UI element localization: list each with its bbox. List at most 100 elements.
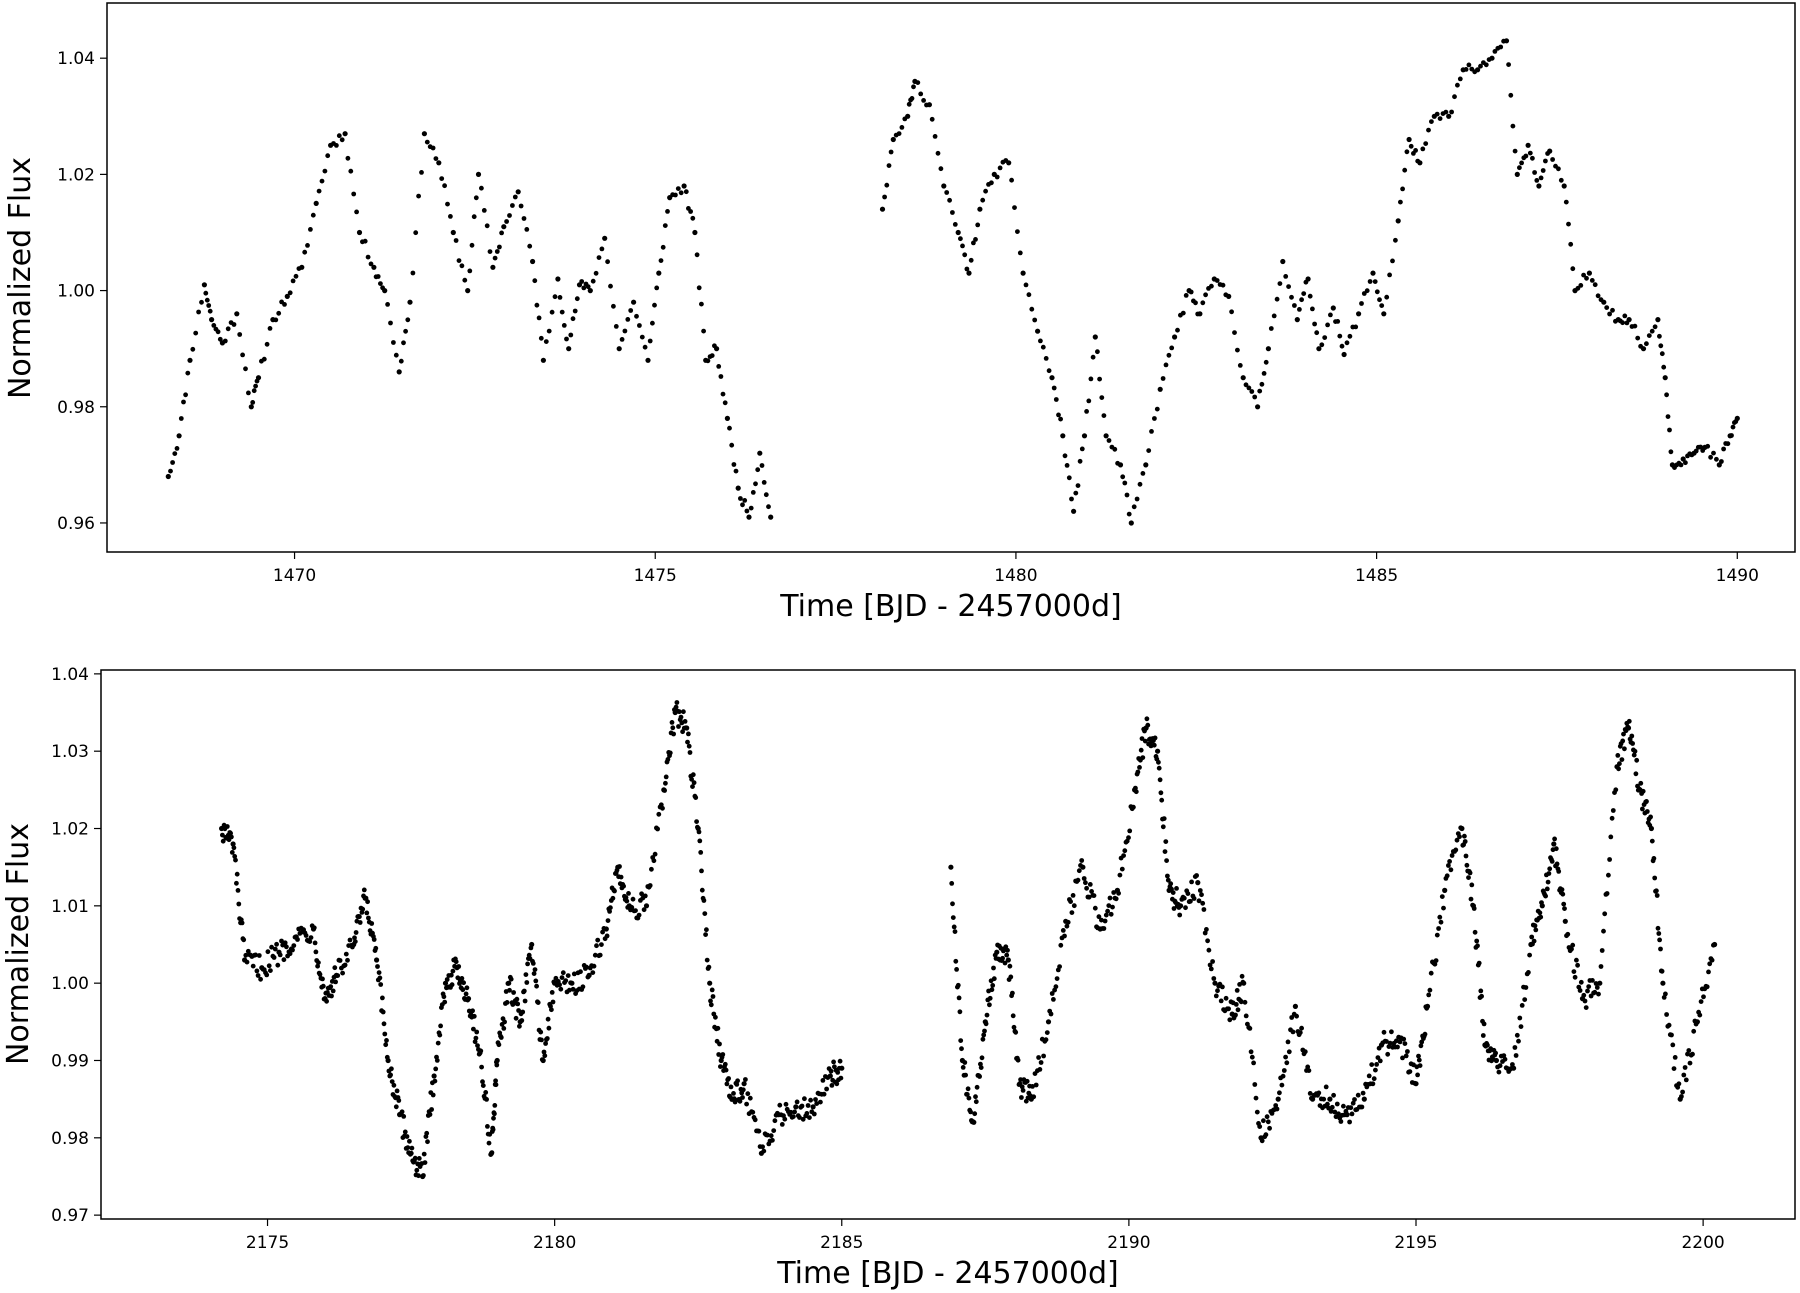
bottom-series-1-marker (470, 1008, 475, 1014)
top-series-2-marker (1604, 305, 1610, 310)
bottom-series-1-marker (424, 1130, 430, 1136)
top-series-2-marker (1325, 322, 1330, 328)
top-series-2-marker (1064, 463, 1070, 468)
top-series-2-marker (1379, 303, 1385, 308)
bottom-series-2-marker (1137, 765, 1142, 770)
bottom-series-2-marker (1682, 1065, 1688, 1070)
top-series-1-marker (527, 243, 533, 249)
top-series-2-marker (1077, 458, 1083, 464)
bottom-series-2-marker (1415, 1072, 1420, 1078)
top-series-1-marker (222, 338, 228, 344)
bottom-series-2-marker (1651, 856, 1657, 861)
bottom-series-2-marker (1561, 901, 1567, 907)
bottom-series-2-marker (1220, 984, 1225, 990)
bottom-series-2-marker (1200, 900, 1206, 906)
top-series-1-marker (755, 467, 761, 473)
bottom-series-2-marker (1690, 1051, 1695, 1057)
top-series-2-marker (1635, 335, 1641, 341)
bottom-series-2-point (1241, 980, 1247, 986)
bottom-series-1-marker (393, 1104, 399, 1110)
top-series-2-marker (1086, 398, 1092, 404)
bottom-series-2-marker (1439, 894, 1445, 899)
bottom-series-2-marker (1283, 1054, 1288, 1060)
top-series-2-marker (1550, 157, 1555, 162)
bottom-series-1-marker (401, 1114, 407, 1119)
bottom-series-2-marker (1261, 1118, 1266, 1124)
bottom-series-1-marker (433, 1066, 439, 1072)
bottom-series-1-marker (320, 983, 326, 989)
bottom-series-1-marker (498, 1035, 504, 1040)
bottom-series-2-marker (1247, 1026, 1253, 1031)
bottom-series-1-marker (663, 780, 668, 786)
top-series-2-point (1157, 386, 1163, 392)
bottom-x-ticks: 2175 2180 2185 2190 2195 2200 (246, 1219, 1725, 1253)
top-series-1-marker (351, 191, 357, 197)
top-series-2-point (1081, 433, 1088, 439)
bottom-series-1-marker (365, 899, 370, 905)
bottom-series-1-marker (279, 938, 284, 944)
bottom-data-points (219, 700, 1718, 1180)
top-series-1-marker (273, 317, 279, 323)
bottom-series-2-marker (1108, 911, 1114, 917)
bottom-series-2-marker (1279, 1082, 1285, 1088)
bottom-series-2-marker (1299, 1025, 1304, 1031)
bottom-series-1-marker (243, 952, 249, 958)
bottom-series-2-marker (1468, 896, 1474, 902)
bottom-series-1-point (529, 941, 535, 948)
bottom-series-1-marker (434, 1058, 440, 1063)
top-series-1-marker (181, 399, 186, 405)
bottom-series-1-point (431, 1073, 437, 1079)
bottom-series-2-marker (1571, 969, 1577, 974)
bottom-series-2-marker (1686, 1048, 1692, 1053)
bottom-series-1-marker (701, 898, 707, 903)
bottom-series-2-marker (1502, 1056, 1508, 1062)
bottom-series-2-marker (1218, 998, 1224, 1004)
top-y-tick-label: 1.04 (57, 49, 95, 69)
top-series-2-marker (1271, 313, 1277, 319)
top-series-2-marker (1292, 303, 1297, 308)
bottom-series-2-marker (1079, 858, 1085, 863)
bottom-series-2-marker (1076, 868, 1082, 874)
top-series-2-marker (1483, 62, 1489, 68)
bottom-series-2-marker (1049, 991, 1055, 996)
bottom-series-2-marker (1253, 1095, 1259, 1101)
top-series-2-marker (1101, 413, 1107, 418)
top-series-2-point (1103, 433, 1109, 439)
bottom-series-2-marker (1307, 1091, 1313, 1096)
bottom-series-1-marker (709, 987, 715, 993)
bottom-series-2-marker (1156, 765, 1162, 771)
bottom-series-2-marker (1264, 1114, 1270, 1120)
bottom-series-1-marker (802, 1096, 807, 1102)
bottom-series-1-marker (765, 1132, 770, 1138)
bottom-series-2-marker (1707, 961, 1713, 967)
top-series-2-marker (1532, 170, 1537, 175)
bottom-series-2-marker (1626, 718, 1632, 724)
bottom-series-2-marker (1610, 808, 1616, 813)
bottom-series-1-marker (396, 1098, 402, 1103)
bottom-series-2-marker (963, 1072, 968, 1078)
top-y-tick-label: 0.98 (57, 398, 95, 418)
top-series-1-marker (203, 290, 209, 296)
bottom-series-2-marker (1075, 877, 1081, 883)
bottom-series-1-marker (824, 1086, 829, 1092)
bottom-series-1-marker (687, 750, 693, 755)
top-series-2-marker (1404, 149, 1410, 155)
bottom-x-tick-label: 2190 (1107, 1233, 1150, 1253)
top-series-1-point (530, 258, 536, 265)
top-series-1-marker (718, 374, 724, 379)
bottom-series-2-marker (1444, 873, 1450, 879)
bottom-series-1-marker (380, 1009, 386, 1015)
top-series-2-marker (1073, 490, 1079, 496)
bottom-series-1-marker (480, 1079, 485, 1085)
bottom-series-2-marker (1254, 1109, 1260, 1115)
bottom-series-1-marker (416, 1156, 422, 1161)
top-series-2-marker (1009, 177, 1014, 183)
bottom-series-2-marker (1286, 1049, 1292, 1055)
bottom-series-2-marker (1252, 1082, 1258, 1087)
top-series-2-marker (896, 131, 902, 137)
bottom-series-1-marker (629, 905, 635, 910)
top-series-2-marker (1730, 424, 1736, 430)
top-series-2-marker (958, 236, 963, 242)
top-series-2-marker (1183, 293, 1189, 298)
bottom-series-2-marker (1316, 1090, 1322, 1096)
